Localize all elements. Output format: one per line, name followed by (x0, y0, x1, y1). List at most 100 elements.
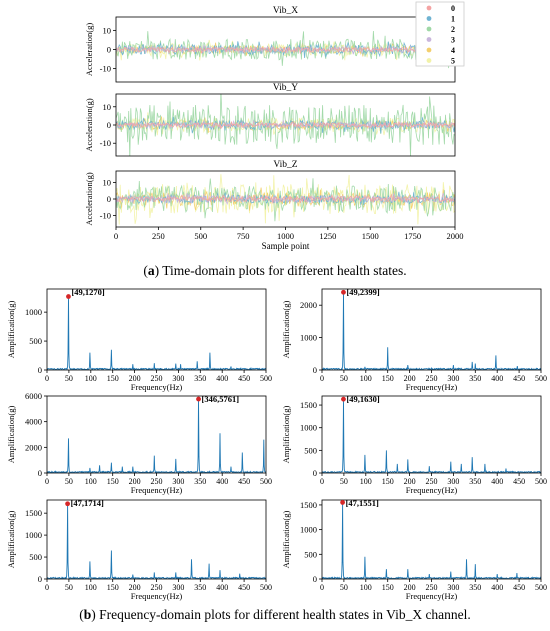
peak-marker (196, 396, 201, 402)
y-tick-label: 10 (103, 178, 112, 188)
x-tick-label: 200 (129, 477, 141, 486)
x-tick-label: 300 (172, 583, 184, 592)
x-tick-label: 350 (194, 374, 206, 383)
freq-panel-5: 0 500 1000 1500 0 50 100 150 200 250 300 350 400 450 5… (6, 498, 272, 601)
x-tick-label: 1250 (319, 231, 336, 241)
time-series-group (116, 174, 455, 225)
y-tick-label: -10 (100, 210, 111, 220)
plot-frame (321, 288, 542, 371)
legend-label: 4 (451, 46, 455, 55)
peak-marker (340, 500, 345, 505)
plot-frame (321, 499, 542, 580)
y-tick-label: 0 (38, 468, 42, 478)
x-tick-label: 150 (107, 583, 119, 592)
caption-a-text: Time-domain plots for different health s… (159, 263, 407, 278)
x-tick-label: 250 (151, 477, 163, 486)
x-tick-label: 50 (65, 583, 73, 592)
x-axis-label: Frequency(Hz) (406, 591, 458, 601)
x-tick-label: 350 (194, 477, 206, 486)
time-series-group (116, 94, 455, 156)
peak-marker (66, 294, 71, 299)
x-tick-label: 350 (194, 583, 206, 592)
x-tick-label: 250 (426, 477, 438, 486)
legend-label: 0 (451, 4, 455, 13)
freq-panel-4: 0 500 1000 1500 0 50 100 150 200 250 300 350 400 450 5… (281, 394, 547, 495)
x-axis-label: Frequency(Hz) (131, 485, 183, 495)
peak-label: [47,1551] (346, 498, 379, 508)
time-series-line (116, 187, 455, 211)
spectrum-line (47, 296, 266, 370)
caption-b-label: b (83, 607, 92, 622)
x-tick-label: 200 (404, 477, 416, 486)
y-tick-label: 0 (107, 194, 111, 204)
peak-label: [346,5761] (202, 394, 240, 404)
time-series-line (116, 119, 455, 130)
y-tick-label: 500 (304, 445, 317, 455)
y-tick-label: 0 (313, 468, 317, 478)
y-tick-label: 1000 (300, 333, 317, 343)
time-series-line (116, 45, 455, 55)
time-series-line (116, 112, 455, 136)
freq-panel-6: 0 500 1000 1500 0 50 100 150 200 250 300 350 400 450 5… (281, 498, 547, 601)
y-axis-label: Acceleration(g) (84, 172, 94, 225)
spectrum-line (322, 399, 541, 473)
spectrum-line (47, 399, 266, 473)
x-tick-label: 0 (45, 583, 49, 592)
x-tick-label: 400 (216, 477, 228, 486)
x-axis-label: Frequency(Hz) (131, 591, 183, 601)
x-tick-label: 0 (45, 477, 49, 486)
x-tick-label: 150 (382, 583, 394, 592)
x-tick-label: 50 (340, 374, 348, 383)
peak-marker (341, 396, 346, 402)
x-tick-label: 0 (320, 477, 324, 486)
x-tick-label: 450 (513, 583, 525, 592)
x-tick-label: 500 (194, 231, 207, 241)
panel-title: Vib_Y (273, 83, 298, 93)
x-tick-label: 250 (152, 231, 165, 241)
panel-title: Vib_X (273, 6, 298, 16)
x-tick-label: 50 (340, 477, 348, 486)
x-tick-label: 300 (172, 374, 184, 383)
time-series-line (116, 120, 455, 130)
x-tick-label: 250 (151, 374, 163, 383)
x-tick-label: 300 (447, 583, 459, 592)
y-axis-label: Amplification(g) (281, 511, 291, 569)
peak-label: [49,1270] (71, 287, 104, 297)
x-tick-label: 500 (260, 583, 272, 592)
x-tick-label: 400 (491, 374, 503, 383)
x-tick-label: 300 (447, 477, 459, 486)
x-tick-label: 50 (65, 374, 73, 383)
x-tick-label: 400 (491, 583, 503, 592)
x-tick-label: 1750 (404, 231, 421, 241)
x-tick-label: 150 (107, 477, 119, 486)
legend-marker (426, 58, 432, 63)
x-tick-label: 100 (360, 477, 372, 486)
x-tick-label: 0 (320, 374, 324, 383)
x-axis-label: Frequency(Hz) (131, 382, 183, 392)
plot-frame (46, 395, 267, 474)
x-tick-label: 2000 (447, 231, 464, 241)
x-tick-label: 500 (535, 477, 547, 486)
x-tick-label: 450 (513, 374, 525, 383)
y-tick-label: 10 (103, 25, 112, 35)
x-axis-label: Frequency(Hz) (406, 485, 458, 495)
panel-title: Vib_Z (273, 160, 297, 170)
freq-panel-3: 0 2000 4000 6000 0 50 100 150 200 250 300 350 400 450… (6, 391, 272, 495)
legend-marker (426, 47, 432, 53)
x-tick-label: 100 (85, 477, 97, 486)
y-tick-label: 1000 (300, 423, 317, 433)
x-tick-label: 350 (469, 374, 481, 383)
legend-label: 3 (451, 36, 455, 45)
legend-marker (426, 37, 432, 42)
legend-marker (426, 5, 432, 11)
time-panel-3: -10 0 10 0 250 500 750 1000 1250 1500 1750 2000 Vib_… (84, 160, 464, 251)
x-tick-label: 400 (216, 374, 228, 383)
y-tick-label: 0 (107, 45, 111, 55)
peak-marker (341, 289, 346, 295)
y-tick-label: -10 (100, 138, 111, 148)
x-tick-label: 100 (85, 374, 97, 383)
y-tick-label: 500 (29, 336, 42, 346)
x-tick-label: 1500 (362, 231, 379, 241)
y-tick-label: 1000 (25, 307, 42, 317)
y-axis-label: Acceleration(g) (84, 98, 94, 151)
